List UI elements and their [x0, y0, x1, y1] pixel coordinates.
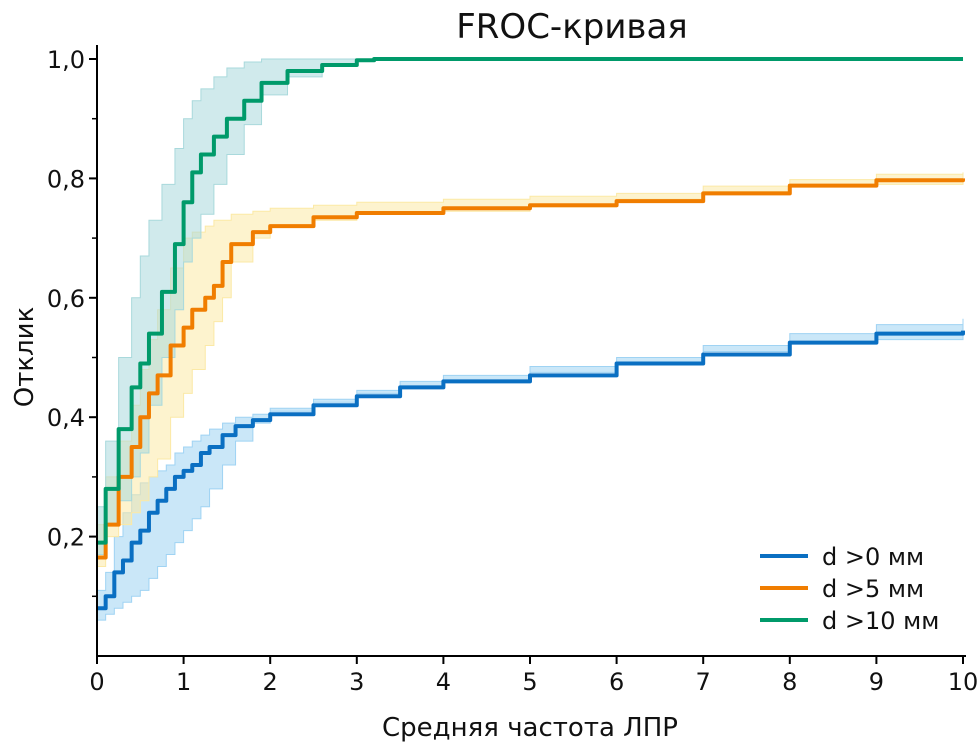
y-tick-label: 0,2 [47, 524, 85, 552]
x-tick-label: 6 [609, 668, 624, 696]
series-line-2 [97, 57, 963, 545]
y-tick-label: 0,4 [47, 404, 85, 432]
x-tick-label: 4 [436, 668, 451, 696]
x-tick-label: 5 [522, 668, 537, 696]
x-tick-label: 2 [263, 668, 278, 696]
x-tick-label: 9 [869, 668, 884, 696]
x-tick-label: 7 [696, 668, 711, 696]
legend-label-0: d >0 мм [822, 543, 924, 571]
legend-label-1: d >5 мм [822, 575, 924, 603]
y-tick-label: 0,8 [47, 165, 85, 193]
y-tick-label: 0,6 [47, 285, 85, 313]
legend-label-2: d >10 мм [822, 607, 939, 635]
y-tick-label: 1,0 [47, 46, 85, 74]
series-line-0 [97, 330, 965, 611]
legend: d >0 мм d >5 мм d >10 мм [760, 543, 939, 635]
x-tick-label: 1 [176, 668, 191, 696]
series-line-1 [97, 178, 965, 560]
chart-title: FROC-кривая [456, 7, 688, 47]
x-tick-label: 0 [89, 668, 104, 696]
x-tick-label: 10 [948, 668, 979, 696]
x-axis-label: Средняя частота ЛПР [382, 713, 678, 743]
x-tick-label: 8 [782, 668, 797, 696]
y-axis-label: Отклик [10, 307, 40, 408]
x-tick-label: 3 [349, 668, 364, 696]
